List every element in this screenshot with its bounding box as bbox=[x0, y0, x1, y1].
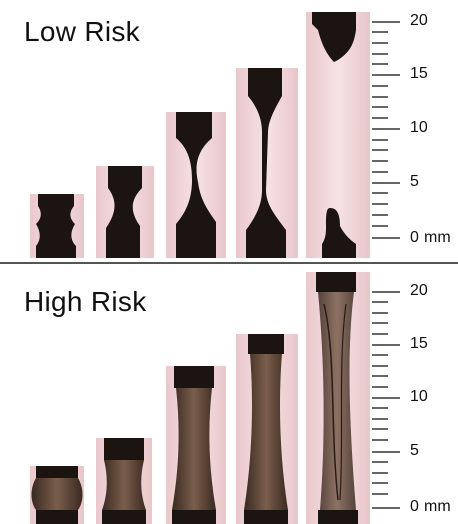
low-risk-frame-2 bbox=[96, 166, 154, 258]
high-risk-scale-5: 5 bbox=[410, 442, 419, 459]
high-risk-images bbox=[30, 272, 400, 524]
high-risk-scale-10: 10 bbox=[410, 388, 428, 405]
low-risk-scale-unit: mm bbox=[424, 229, 451, 246]
low-risk-scale-10: 10 bbox=[410, 119, 428, 136]
low-risk-images bbox=[30, 12, 400, 258]
low-risk-frame-1 bbox=[30, 194, 84, 258]
low-risk-ruler bbox=[372, 21, 400, 239]
high-risk-frame-1 bbox=[30, 466, 84, 524]
high-risk-scale-0: 0 bbox=[410, 498, 419, 515]
low-risk-frame-3 bbox=[166, 112, 226, 258]
panel-divider bbox=[0, 262, 458, 264]
high-risk-frame-5 bbox=[306, 272, 370, 524]
high-risk-panel: High Risk bbox=[0, 264, 458, 524]
low-risk-frame-4 bbox=[236, 68, 298, 258]
high-risk-scale-20: 20 bbox=[410, 282, 428, 299]
low-risk-scale-5: 5 bbox=[410, 173, 419, 190]
low-risk-scale-20: 20 bbox=[410, 12, 428, 29]
high-risk-title: High Risk bbox=[24, 286, 147, 317]
low-risk-scale-0: 0 bbox=[410, 229, 419, 246]
high-risk-frame-3 bbox=[166, 366, 226, 524]
low-risk-scale-15: 15 bbox=[410, 65, 428, 82]
high-risk-scale-unit: mm bbox=[424, 498, 451, 515]
low-risk-title: Low Risk bbox=[24, 16, 140, 47]
high-risk-frame-2 bbox=[96, 438, 152, 524]
low-risk-frame-5 bbox=[306, 12, 370, 258]
low-risk-panel: Low Risk bbox=[24, 12, 451, 258]
high-risk-scale-15: 15 bbox=[410, 335, 428, 352]
high-risk-frame-4 bbox=[236, 334, 298, 524]
high-risk-ruler bbox=[372, 291, 400, 509]
